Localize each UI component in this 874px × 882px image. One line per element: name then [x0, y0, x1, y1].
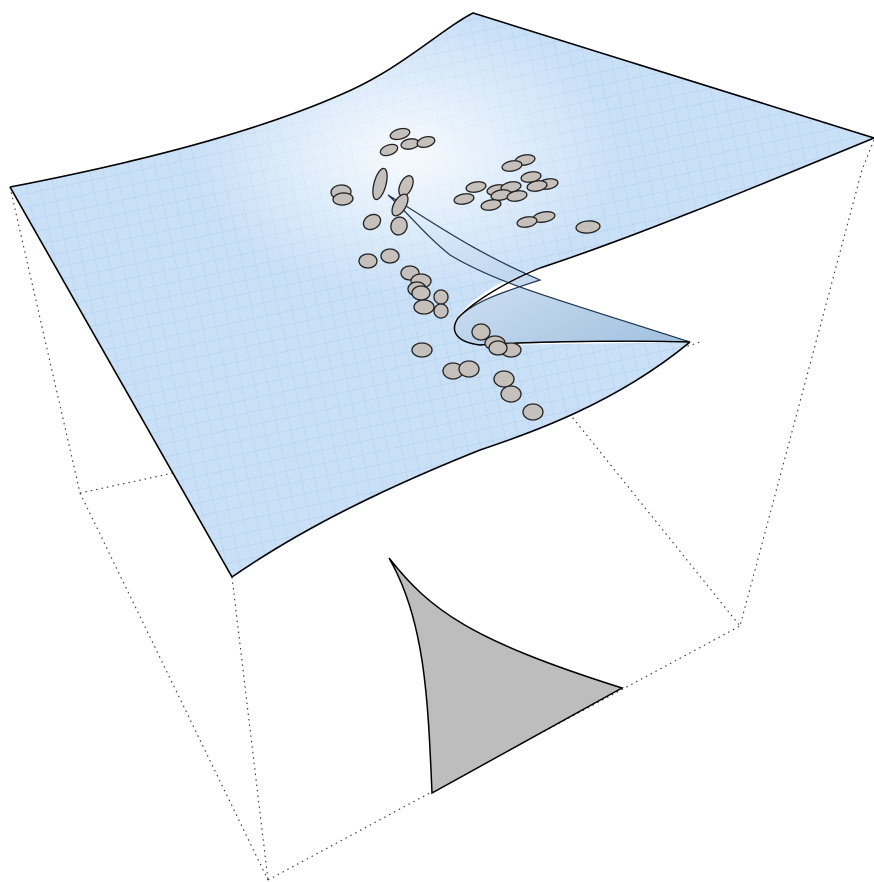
box-edge-front-left-vertical: [231, 576, 269, 881]
box-edge-back-left-bottom: [79, 492, 269, 881]
data-point: [465, 181, 487, 193]
data-point: [500, 385, 522, 403]
box-edge-back-right-bottom: [551, 391, 741, 627]
data-point: [516, 216, 538, 228]
data-point: [411, 342, 433, 358]
data-point: [413, 299, 435, 315]
data-point: [416, 135, 436, 149]
surface-front-edge: [9, 186, 691, 579]
data-point: [458, 360, 480, 378]
surface-outline: [9, 12, 874, 269]
data-point: [453, 193, 475, 205]
data-point: [433, 303, 449, 319]
data-point: [575, 220, 601, 234]
data-point: [493, 370, 515, 388]
box-edge-right-vertical: [739, 139, 874, 627]
data-point: [501, 160, 523, 172]
data-point: [372, 167, 388, 201]
data-point: [380, 248, 400, 264]
cusp-bifurcation-region: [388, 557, 624, 795]
data-point: [433, 289, 449, 305]
data-point: [411, 285, 431, 301]
data-point: [522, 403, 544, 421]
data-point: [362, 213, 382, 231]
data-point: [471, 323, 491, 341]
data-point: [332, 192, 354, 206]
fold-edge: [453, 267, 691, 346]
data-point: [358, 253, 378, 269]
data-point: [390, 216, 408, 236]
data-point: [526, 180, 548, 192]
data-point: [488, 340, 508, 356]
data-point: [480, 199, 502, 211]
data-point: [389, 127, 411, 141]
data-point: [379, 143, 399, 157]
data-point: [391, 193, 409, 217]
data-points: [330, 127, 601, 421]
box-edge-front-bottom: [267, 625, 741, 881]
data-point: [506, 190, 528, 202]
